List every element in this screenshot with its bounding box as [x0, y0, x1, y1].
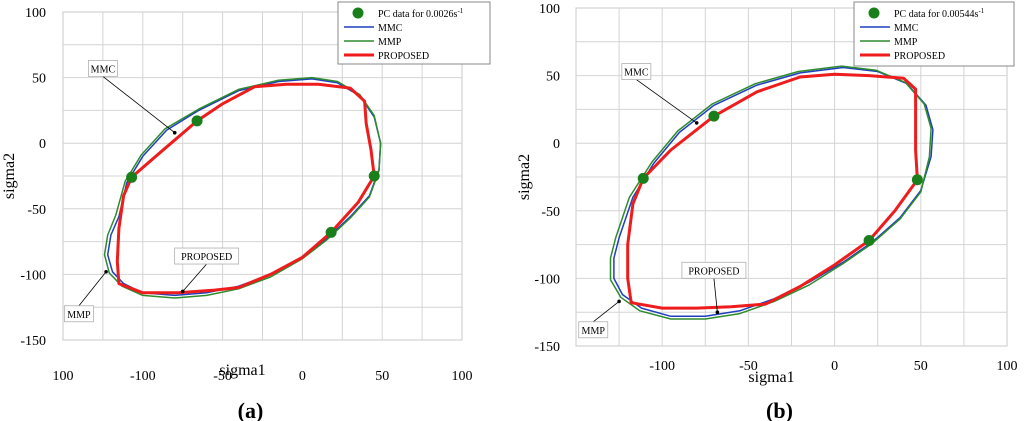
annotation-arrowhead	[172, 130, 177, 135]
pc-data-point	[325, 226, 337, 238]
y-tick-label: -100	[20, 268, 46, 283]
legend-label: MMP	[894, 37, 918, 48]
y-tick-label: 100	[25, 6, 46, 21]
legend-superscript: -1	[978, 7, 984, 15]
annotation-label: MMP	[67, 310, 91, 321]
y-tick-label: 50	[546, 70, 560, 85]
x-tick-label: 100	[997, 359, 1018, 374]
x-tick-label: -50	[213, 369, 232, 384]
series-line-proposed	[626, 72, 919, 310]
y-tick-label: -50	[541, 205, 560, 220]
pc-data-point	[911, 174, 923, 186]
panel-caption: (a)	[238, 398, 264, 421]
x-tick-label: 100	[452, 369, 473, 384]
annotation-arrow	[102, 76, 175, 134]
legend-label: MMC	[894, 23, 919, 34]
legend-label: MMC	[378, 23, 403, 34]
y-tick-label: 100	[539, 2, 560, 17]
y-tick-label: 0	[553, 137, 560, 152]
panel-caption: (b)	[766, 398, 793, 421]
x-tick-label: 50	[914, 359, 928, 374]
annotation-arrowhead	[617, 299, 621, 304]
y-tick-label: -150	[534, 340, 560, 355]
chart-panel-a: 100 50 0 -50 -100 -150 100 -100 -50 0 50 100 sigma1 s…	[1, 1, 491, 421]
annotation-box	[88, 60, 118, 77]
legend-label: PC data for 0.00544s-1	[894, 7, 985, 20]
pc-data-point	[368, 170, 380, 182]
pc-data-point	[126, 171, 138, 183]
annotation-box	[578, 321, 609, 339]
y-axis-label: sigma2	[516, 154, 533, 200]
legend-marker-dot	[868, 7, 880, 19]
pc-data-point	[637, 172, 649, 184]
annotation-arrowhead	[715, 310, 720, 315]
annotation-label: PROPOSED	[688, 266, 739, 277]
legend-label: MMP	[378, 37, 402, 48]
pc-data-point	[708, 110, 720, 122]
annotation-arrow	[182, 263, 207, 292]
x-tick-label: -50	[739, 359, 758, 374]
legend-superscript: -1	[457, 7, 463, 15]
annotation-box	[681, 261, 747, 279]
annotation-box	[64, 305, 94, 323]
x-tick-label: 100	[53, 369, 74, 384]
x-tick-label: -100	[649, 359, 675, 374]
annotation-box	[621, 63, 652, 80]
y-tick-label: -150	[20, 334, 46, 349]
y-tick-label: 0	[39, 137, 46, 152]
annotation-arrowhead	[104, 269, 108, 274]
legend-label: PROPOSED	[894, 51, 945, 62]
x-axis-label: sigma1	[748, 369, 794, 386]
annotation-label: MMC	[624, 68, 649, 79]
x-tick-label: 50	[375, 369, 389, 384]
pc-data-point	[863, 235, 875, 247]
x-tick-label: -100	[130, 369, 156, 384]
series-line-mmp	[103, 76, 382, 299]
chart-panel-b: 100 50 0 -50 -100 -150 -100 -50 0 50 100 sigma1 sigm…	[516, 1, 1018, 421]
legend-label: PC data for 0.0026s-1	[378, 7, 464, 20]
y-tick-label: 50	[32, 72, 46, 87]
annotation-arrow	[78, 271, 107, 307]
annotation-arrow	[592, 301, 620, 323]
annotation-arrowhead	[694, 121, 699, 125]
annotation-box	[174, 247, 240, 265]
y-axis-label: sigma2	[1, 153, 18, 199]
x-tick-label: 0	[831, 359, 838, 374]
annotation-label: MMP	[582, 326, 606, 337]
annotation-arrowhead	[180, 289, 185, 294]
legend-label: PROPOSED	[378, 51, 429, 62]
y-tick-label: -100	[534, 272, 560, 287]
annotation-label: PROPOSED	[181, 252, 232, 263]
series-line-proposed	[115, 82, 376, 295]
annotation-arrow	[713, 278, 718, 313]
pc-data-point	[191, 115, 203, 127]
x-tick-label: 0	[299, 369, 306, 384]
x-axis-label: sigma1	[219, 362, 265, 379]
annotation-arrow	[636, 79, 697, 124]
series-line-mmp	[609, 65, 932, 320]
annotation-label: MMC	[91, 64, 116, 75]
y-tick-label: -50	[27, 203, 46, 218]
legend-marker-dot	[352, 7, 364, 19]
